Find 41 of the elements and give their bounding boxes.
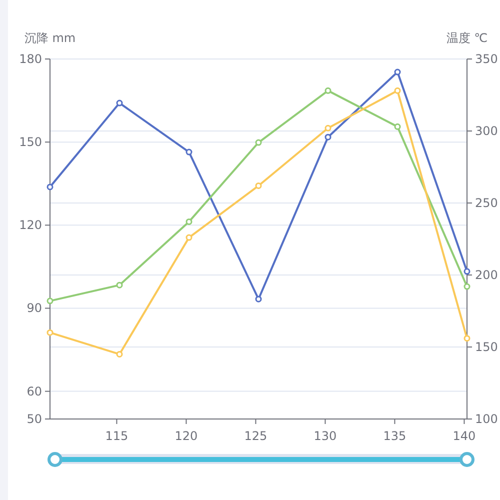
y-tick-label: 150 [19, 135, 42, 150]
point [46, 298, 54, 304]
y-tick-label: 120 [19, 218, 42, 232]
point [394, 123, 401, 130]
x-tick-label: 140 [452, 429, 476, 443]
point [464, 335, 470, 342]
point [394, 68, 401, 76]
point [324, 87, 332, 94]
point [464, 283, 470, 290]
point [324, 124, 332, 132]
y-tick-label: 60 [26, 384, 42, 398]
y-tick-label: 50 [26, 412, 42, 426]
y2-tick-label: 250 [475, 196, 498, 210]
y2-axis-title: 温度 ℃ [446, 31, 488, 45]
y-axis-title: 沉降 mm [24, 31, 76, 45]
point [464, 268, 470, 275]
point [116, 100, 123, 106]
point [324, 134, 332, 140]
point [186, 148, 192, 156]
x-tick-label: 125 [244, 429, 268, 443]
point [394, 87, 401, 94]
y2-tick-label: 350 [475, 52, 498, 66]
y-tick-label: 90 [26, 301, 42, 316]
y2-tick-label: 200 [475, 268, 498, 282]
x-tick-label: 120 [174, 429, 198, 443]
point [116, 282, 123, 288]
y-tick-label: 180 [19, 52, 42, 66]
y2-tick-label: 100 [475, 412, 498, 426]
x-tick-label: 115 [105, 429, 128, 443]
point [186, 234, 192, 241]
point [255, 139, 262, 146]
point [46, 329, 54, 336]
point [255, 182, 262, 189]
x-tick-label: 135 [383, 429, 406, 443]
point [255, 296, 262, 302]
y2-tick-label: 300 [475, 124, 498, 138]
point [46, 184, 54, 190]
point [186, 218, 192, 225]
x-tick-label: 130 [314, 429, 337, 443]
point [116, 350, 123, 358]
y2-tick-label: 150 [475, 340, 498, 354]
